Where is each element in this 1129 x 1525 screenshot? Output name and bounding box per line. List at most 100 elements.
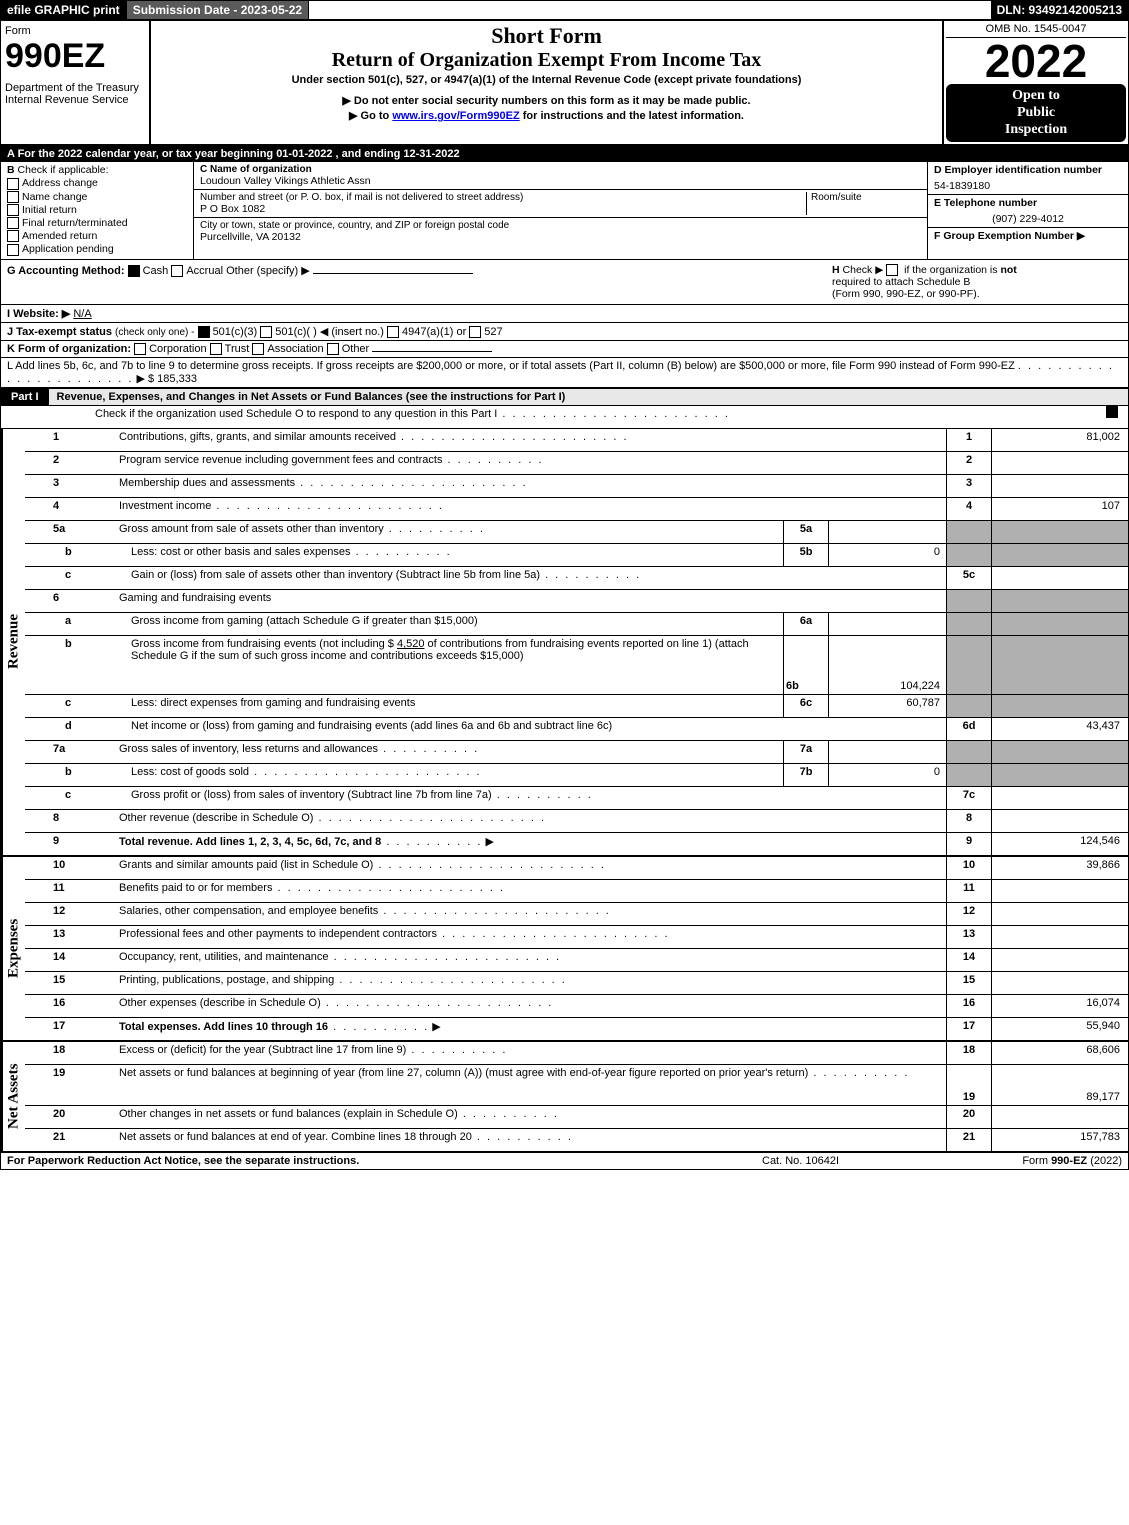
l6a-n: a	[25, 613, 127, 635]
l6a-bn: 6a	[783, 613, 829, 635]
chk-trust[interactable]	[210, 343, 222, 355]
l20-n: 20	[25, 1106, 115, 1128]
irs-link[interactable]: www.irs.gov/Form990EZ	[392, 110, 519, 122]
chk-accrual[interactable]	[171, 265, 183, 277]
l-arrow: ▶ $	[136, 373, 154, 385]
l10-d: Grants and similar amounts paid (list in…	[119, 859, 373, 871]
chk-address[interactable]	[7, 178, 19, 190]
l18-rv: 68,606	[992, 1042, 1128, 1064]
l5a-bv	[829, 521, 946, 543]
l15-rn: 15	[946, 972, 992, 994]
chk-sched-o[interactable]	[1106, 406, 1118, 418]
l7b-sh2	[992, 764, 1128, 786]
row-l: L Add lines 5b, 6c, and 7b to line 9 to …	[1, 358, 1128, 389]
l1-rn: 1	[946, 429, 992, 451]
l6c-n: c	[25, 695, 127, 717]
l6-sh1	[946, 590, 992, 612]
form-container: efile GRAPHIC print Submission Date - 20…	[0, 0, 1129, 1170]
l12-rv	[992, 903, 1128, 925]
l5a-sh1	[946, 521, 992, 543]
l20-rn: 20	[946, 1106, 992, 1128]
c-street-label: Number and street (or P. O. box, if mail…	[200, 192, 806, 203]
l4-rn: 4	[946, 498, 992, 520]
j-label: J Tax-exempt status	[7, 326, 112, 338]
l19-rn: 19	[946, 1065, 992, 1105]
l3-rv	[992, 475, 1128, 497]
chk-h[interactable]	[886, 264, 898, 276]
part1-badge: Part I	[1, 389, 49, 405]
l19-n: 19	[25, 1065, 115, 1105]
l18-n: 18	[25, 1042, 115, 1064]
chk-501c[interactable]	[260, 326, 272, 338]
l17-rn: 17	[946, 1018, 992, 1040]
c-name-label: C Name of organization	[200, 164, 312, 175]
section-a: A For the 2022 calendar year, or tax yea…	[1, 146, 1128, 162]
k-other: Other	[342, 343, 370, 355]
tax-year: 2022	[946, 38, 1126, 84]
l10-rv: 39,866	[992, 857, 1128, 879]
l15-n: 15	[25, 972, 115, 994]
l5c-rn: 5c	[946, 567, 992, 589]
note-ssn: ▶ Do not enter social security numbers o…	[157, 94, 936, 107]
l5a-sh2	[992, 521, 1128, 543]
l11-rv	[992, 880, 1128, 902]
l6a-sh2	[992, 613, 1128, 635]
l5a-d: Gross amount from sale of assets other t…	[119, 523, 384, 535]
g-accrual: Accrual	[186, 265, 223, 277]
efile-label[interactable]: efile GRAPHIC print	[1, 1, 127, 19]
chk-other[interactable]	[327, 343, 339, 355]
l8-rn: 8	[946, 810, 992, 832]
l10-n: 10	[25, 857, 115, 879]
chk-amended[interactable]	[7, 230, 19, 242]
l6a-sh1	[946, 613, 992, 635]
h-t3: required to attach Schedule B	[832, 276, 970, 288]
chk-assoc[interactable]	[252, 343, 264, 355]
header-right: OMB No. 1545-0047 2022 Open to Public In…	[942, 21, 1128, 144]
l6a-d: Gross income from gaming (attach Schedul…	[127, 613, 783, 635]
l11-rn: 11	[946, 880, 992, 902]
header-left: Form 990EZ Department of the Treasury In…	[1, 21, 151, 144]
top-bar: efile GRAPHIC print Submission Date - 20…	[1, 1, 1128, 21]
chk-final[interactable]	[7, 217, 19, 229]
chk-527[interactable]	[469, 326, 481, 338]
j-527: 527	[484, 326, 502, 338]
l7b-n: b	[25, 764, 127, 786]
l19-d: Net assets or fund balances at beginning…	[119, 1067, 808, 1079]
l7a-sh2	[992, 741, 1128, 763]
short-form-title: Short Form	[157, 23, 936, 49]
l1-d: Contributions, gifts, grants, and simila…	[119, 431, 396, 443]
chk-501c3[interactable]	[198, 326, 210, 338]
l17-n: 17	[25, 1018, 115, 1040]
l2-d: Program service revenue including govern…	[119, 454, 442, 466]
l6b-d: Gross income from fundraising events (no…	[127, 636, 783, 694]
l5a-bn: 5a	[783, 521, 829, 543]
l9-n: 9	[25, 833, 115, 855]
l12-rn: 12	[946, 903, 992, 925]
l4-n: 4	[25, 498, 115, 520]
chk-pending[interactable]	[7, 244, 19, 256]
header-center: Short Form Return of Organization Exempt…	[151, 21, 942, 144]
l5c-d: Gain or (loss) from sale of assets other…	[131, 569, 540, 581]
l11-d: Benefits paid to or for members	[119, 882, 272, 894]
chk-corp[interactable]	[134, 343, 146, 355]
dln-label: DLN: 93492142005213	[991, 1, 1128, 19]
expenses-block: Expenses 10Grants and similar amounts pa…	[1, 857, 1128, 1042]
l7c-rv	[992, 787, 1128, 809]
l13-n: 13	[25, 926, 115, 948]
l7b-bv: 0	[829, 764, 946, 786]
h-t4: (Form 990, 990-EZ, or 990-PF).	[832, 288, 980, 300]
room-label: Room/suite	[806, 192, 921, 215]
note2-post: for instructions and the latest informat…	[520, 110, 744, 122]
chk-initial[interactable]	[7, 204, 19, 216]
l8-n: 8	[25, 810, 115, 832]
info-grid: B Check if applicable: Address change Na…	[1, 162, 1128, 259]
l20-d: Other changes in net assets or fund bala…	[119, 1108, 458, 1120]
part1-sub-text: Check if the organization used Schedule …	[95, 408, 497, 420]
chk-name[interactable]	[7, 191, 19, 203]
footer: For Paperwork Reduction Act Notice, see …	[1, 1153, 1128, 1169]
l6c-sh2	[992, 695, 1128, 717]
chk-cash[interactable]	[128, 265, 140, 277]
l6b-sh2	[992, 636, 1128, 694]
chk-4947[interactable]	[387, 326, 399, 338]
l6d-n: d	[25, 718, 127, 740]
